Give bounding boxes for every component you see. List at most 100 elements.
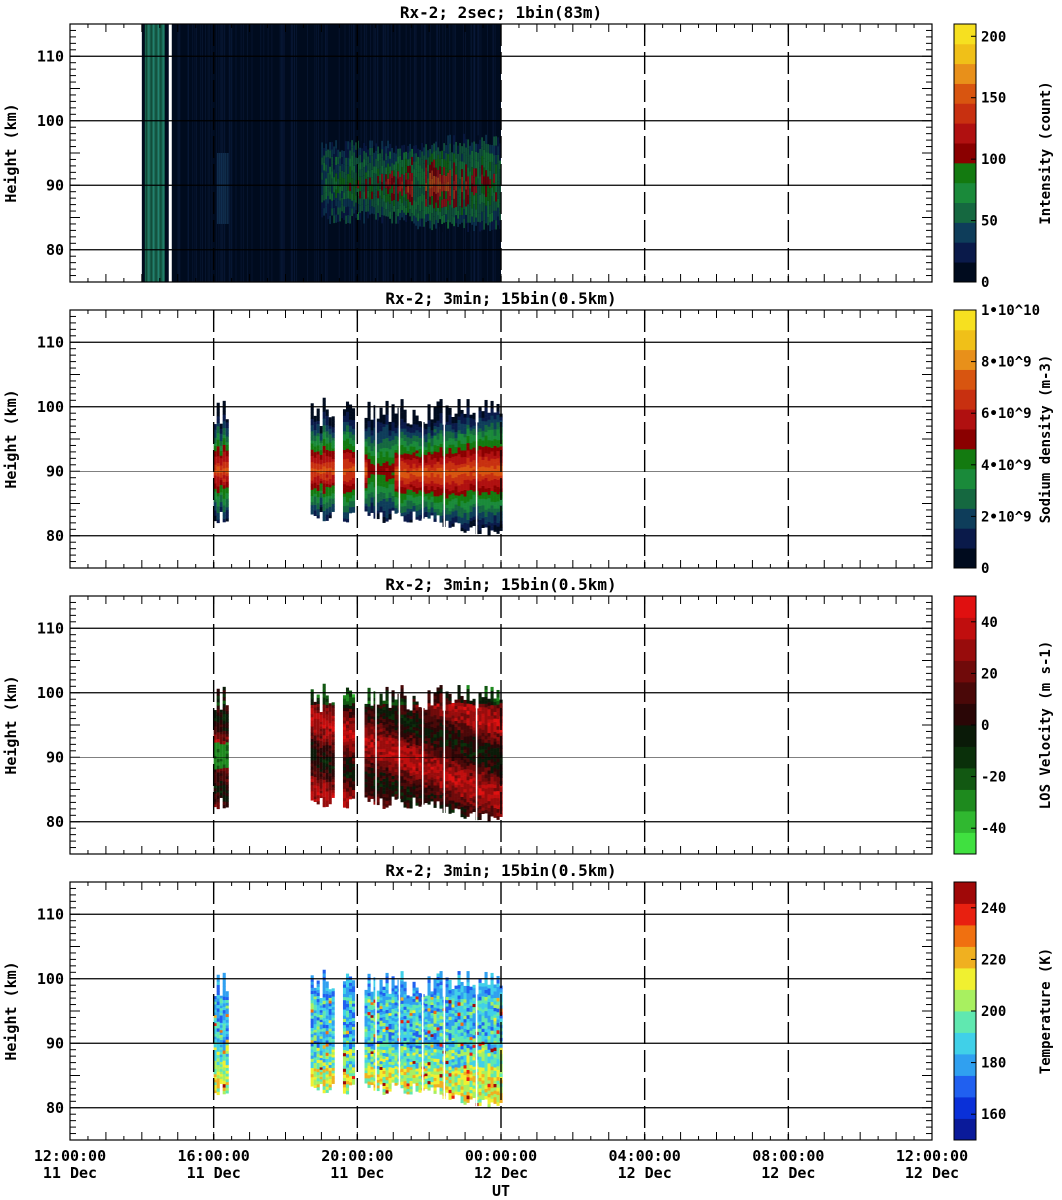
data-cell xyxy=(454,483,458,487)
data-cell xyxy=(409,791,413,795)
data-cell xyxy=(472,491,476,495)
data-cell xyxy=(451,502,455,506)
intensity-cell xyxy=(441,167,443,176)
data-cell xyxy=(478,487,482,492)
data-cell xyxy=(490,400,494,405)
data-cell xyxy=(319,452,323,455)
intensity-cell xyxy=(447,219,449,229)
intensity-cell xyxy=(415,185,417,194)
data-cell xyxy=(325,489,329,494)
data-cell xyxy=(391,743,395,747)
data-cell xyxy=(436,420,440,424)
data-cell xyxy=(319,502,323,505)
data-cell xyxy=(379,722,383,726)
data-cell xyxy=(445,478,449,483)
data-cell xyxy=(457,454,461,458)
data-cell xyxy=(319,781,323,784)
data-cell xyxy=(342,738,347,743)
data-cell xyxy=(385,477,389,482)
intensity-cell xyxy=(351,200,353,209)
data-cell xyxy=(367,795,371,799)
intensity-cell xyxy=(367,204,369,212)
intensity-cell xyxy=(471,216,473,225)
data-cell xyxy=(345,798,350,802)
data-cell xyxy=(391,498,395,502)
data-cell xyxy=(487,422,491,427)
data-cell xyxy=(430,464,434,468)
data-cell xyxy=(348,714,353,718)
data-cell xyxy=(394,449,398,453)
data-cell xyxy=(457,457,461,462)
intensity-cell xyxy=(459,206,461,216)
data-cell xyxy=(448,421,452,425)
data-cell xyxy=(481,501,485,506)
data-cell xyxy=(351,506,356,510)
intensity-cell xyxy=(369,162,371,171)
data-cell xyxy=(322,796,326,801)
data-cell xyxy=(394,796,398,800)
intensity-cell xyxy=(425,167,427,176)
data-cell xyxy=(345,754,350,759)
data-cell xyxy=(415,467,419,471)
data-cell xyxy=(448,500,452,505)
data-cell xyxy=(331,712,335,716)
colorbar-swatch xyxy=(954,262,976,283)
data-cell xyxy=(424,506,428,510)
data-cell xyxy=(316,502,320,507)
data-cell xyxy=(213,742,217,746)
data-cell xyxy=(415,759,419,763)
data-cell xyxy=(385,461,389,465)
data-cell xyxy=(331,440,335,444)
data-cell xyxy=(222,801,226,805)
data-cell xyxy=(424,457,428,461)
intensity-cell xyxy=(357,156,359,165)
data-cell xyxy=(373,480,377,485)
data-cell xyxy=(216,762,220,766)
intensity-cell xyxy=(379,160,381,168)
data-cell xyxy=(412,794,416,798)
data-cell xyxy=(433,448,437,452)
data-cell xyxy=(325,421,329,426)
intensity-cell xyxy=(351,147,353,156)
intensity-cell xyxy=(491,153,493,162)
data-cell xyxy=(496,461,500,466)
data-cell xyxy=(310,784,314,789)
data-cell xyxy=(403,760,407,765)
data-cell xyxy=(454,452,458,457)
data-cell xyxy=(394,791,398,795)
data-cell xyxy=(403,794,407,799)
data-cell xyxy=(379,708,383,712)
data-cell xyxy=(310,781,314,786)
intensity-cell xyxy=(341,204,343,212)
data-cell xyxy=(409,729,413,733)
intensity-cell xyxy=(321,209,323,218)
data-cell xyxy=(222,774,226,779)
data-cell xyxy=(364,776,368,780)
intensity-cell xyxy=(455,166,457,175)
data-cell xyxy=(484,435,488,440)
data-cell xyxy=(385,696,389,701)
data-cell xyxy=(433,412,437,417)
data-cell xyxy=(406,519,410,523)
data-cell xyxy=(445,488,449,493)
data-cell xyxy=(400,795,404,800)
data-cell xyxy=(379,774,383,779)
intensity-cell xyxy=(353,179,355,187)
data-cell xyxy=(367,798,371,802)
data-cell xyxy=(409,514,413,518)
intensity-column xyxy=(492,24,494,282)
data-cell xyxy=(219,509,223,512)
data-cell xyxy=(319,745,323,749)
data-cell xyxy=(415,464,419,468)
data-cell xyxy=(439,399,443,403)
data-cell xyxy=(222,458,226,462)
intensity-cell xyxy=(431,170,433,179)
data-cell xyxy=(331,479,335,483)
intensity-cell xyxy=(463,143,465,153)
intensity-cell xyxy=(445,168,447,176)
data-cell xyxy=(367,741,371,746)
intensity-cell xyxy=(327,195,329,204)
data-cell xyxy=(400,694,404,699)
data-cell xyxy=(367,792,371,796)
data-cell xyxy=(433,438,437,443)
